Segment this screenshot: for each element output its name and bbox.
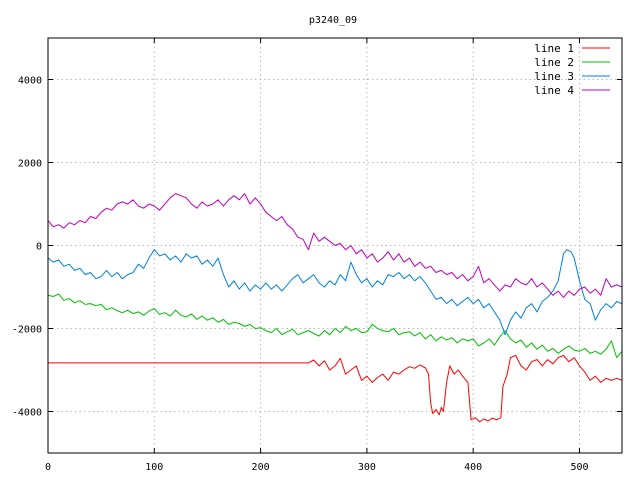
y-tick-label: 4000 [18,76,42,87]
legend-label: line 4 [534,84,574,97]
series-line-2 [47,293,623,359]
y-tick-label: 2000 [18,159,42,170]
x-tick-label: 500 [570,462,588,473]
y-tick-label: 0 [36,242,42,253]
axis-ticks: 0 100 200 300 400 500 -4000 -2000 0 2000 4000 [12,38,622,473]
chart-title: p3240_09 [309,15,357,26]
x-tick-label: 400 [464,462,482,473]
y-tick-label: -2000 [12,325,42,336]
series-line-1 [48,355,623,423]
x-tick-label: 200 [252,462,270,473]
y-tick-label: -4000 [12,408,42,419]
legend-label: line 1 [534,42,574,55]
series-line-4 [47,193,623,298]
series-lines [47,193,623,423]
grid-lines [48,38,622,453]
series-line-3 [47,249,623,336]
x-tick-label: 0 [45,462,51,473]
legend-label: line 2 [534,56,574,69]
x-tick-label: 100 [145,462,163,473]
legend-label: line 3 [534,70,574,83]
x-tick-label: 300 [358,462,376,473]
